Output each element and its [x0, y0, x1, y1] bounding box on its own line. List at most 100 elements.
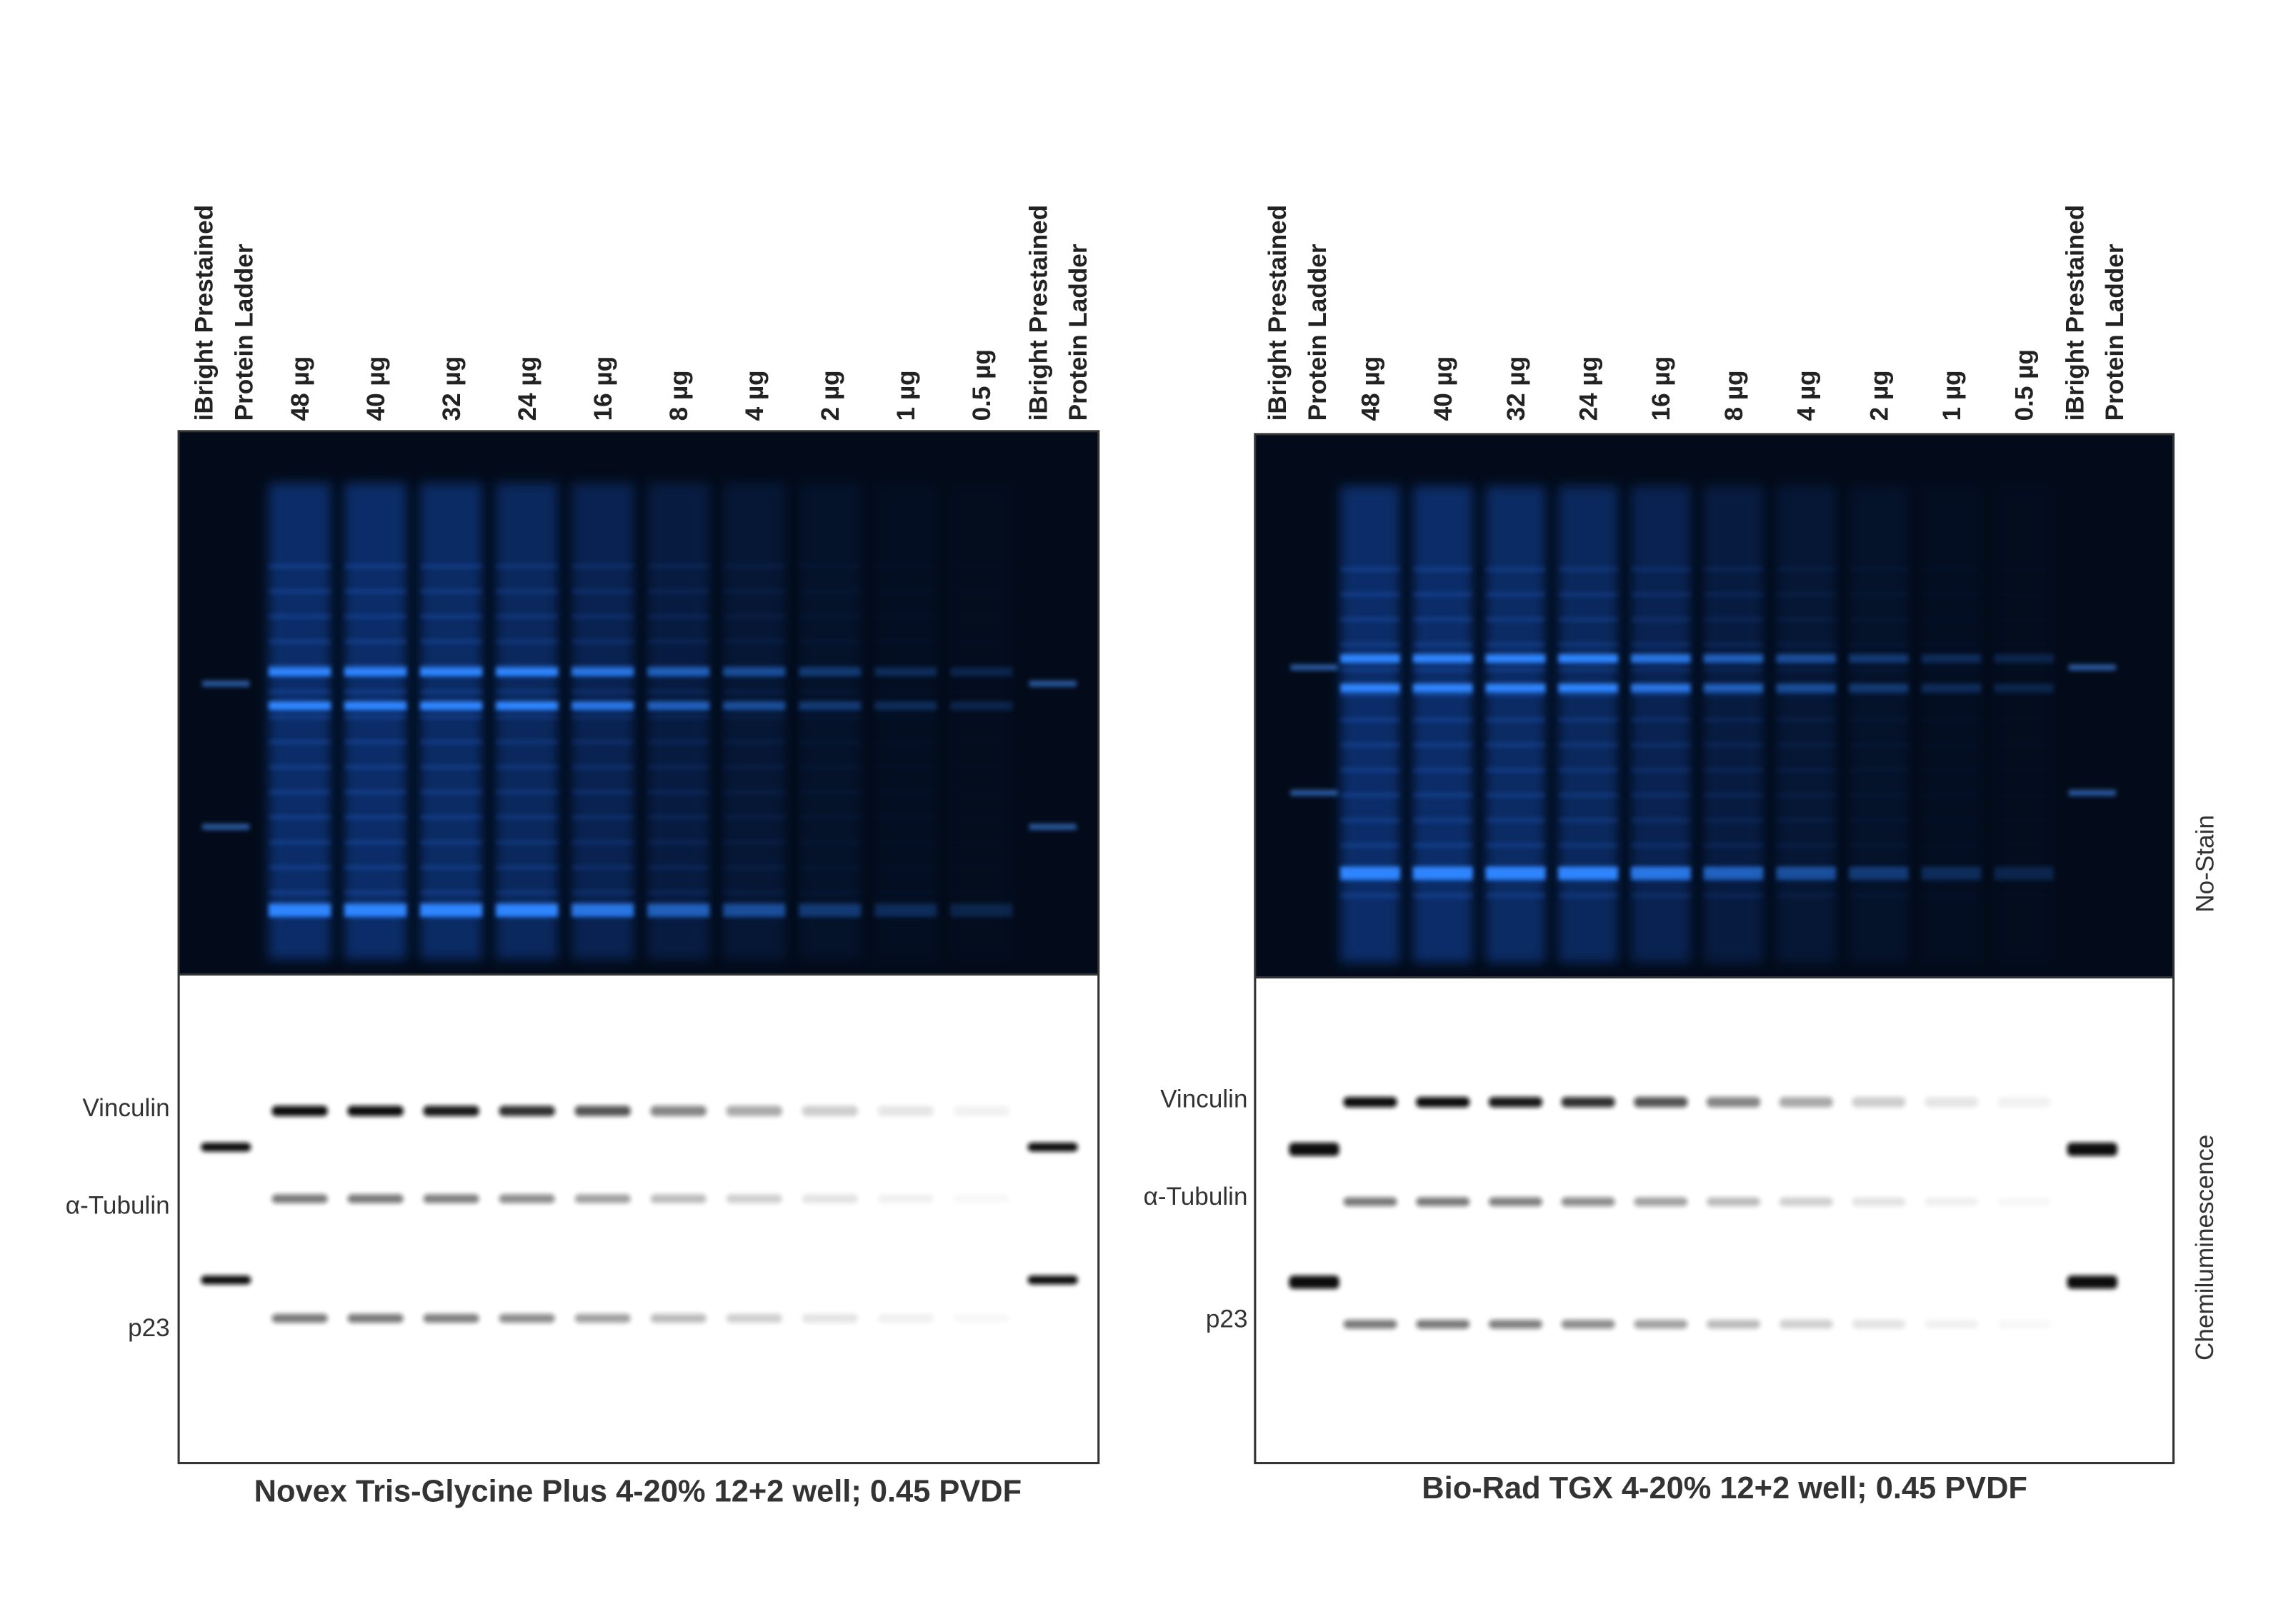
- faint-band: [1995, 818, 2054, 822]
- blue-band: [1921, 866, 1982, 881]
- faint-band: [647, 764, 710, 770]
- faint-band: [344, 563, 407, 569]
- faint-band: [1413, 667, 1473, 672]
- blue-band: [1776, 683, 1836, 693]
- blue-band: [1849, 653, 1909, 663]
- chemi-band: [1852, 1320, 1906, 1329]
- chemi-band: [499, 1106, 555, 1116]
- chemi-band: [347, 1313, 404, 1323]
- faint-band: [344, 614, 407, 619]
- ladder-label: iBright Prestained: [2061, 205, 2089, 421]
- blue-band: [1413, 866, 1473, 881]
- ladder-label: Protein Ladder: [1064, 244, 1092, 421]
- faint-band: [874, 865, 937, 869]
- ladder-label: Protein Ladder: [2101, 244, 2129, 421]
- faint-band: [1413, 717, 1473, 722]
- lane-smear: [1485, 486, 1546, 963]
- blue-band: [344, 701, 407, 711]
- faint-band: [723, 840, 786, 845]
- faint-band: [1558, 742, 1618, 748]
- faint-band: [1631, 742, 1691, 748]
- faint-band: [1776, 566, 1836, 572]
- lane-label: 48 µg: [286, 356, 314, 421]
- faint-band: [1413, 742, 1473, 748]
- chemi-band: [574, 1106, 631, 1116]
- lane-smear: [1776, 486, 1836, 963]
- ladder-label: Protein Ladder: [1304, 244, 1332, 421]
- faint-band: [1558, 893, 1618, 898]
- no-stain-gel: [179, 431, 1099, 975]
- lane-smear: [1703, 486, 1764, 963]
- faint-band: [799, 790, 862, 795]
- faint-band: [723, 714, 786, 719]
- chemi-band: [877, 1106, 934, 1116]
- lane-smear: [1558, 486, 1618, 963]
- faint-band: [269, 588, 331, 594]
- blue-band: [1776, 653, 1836, 663]
- lane-smear: [950, 483, 1012, 960]
- faint-band: [874, 840, 937, 844]
- faint-band: [1558, 566, 1618, 572]
- lane-smear: [1921, 486, 1982, 963]
- faint-band: [1485, 667, 1546, 672]
- faint-band: [647, 563, 710, 569]
- faint-band: [344, 739, 407, 744]
- faint-band: [1995, 768, 2054, 772]
- faint-band: [571, 764, 634, 770]
- faint-band: [1776, 843, 1836, 848]
- faint-band: [1995, 718, 2054, 722]
- chemi-band: [1416, 1320, 1470, 1329]
- faint-band: [950, 765, 1012, 769]
- chemi-band: [1634, 1096, 1688, 1108]
- faint-band: [420, 689, 483, 694]
- faint-band: [799, 639, 862, 644]
- faint-band: [723, 614, 786, 619]
- faint-band: [1703, 692, 1764, 697]
- faint-band: [571, 790, 634, 795]
- faint-band: [496, 865, 559, 870]
- gel-frame: [1254, 433, 2175, 1465]
- faint-band: [496, 689, 559, 694]
- lane-smear: [1340, 486, 1400, 963]
- ladder-chemi-band: [1289, 1275, 1339, 1289]
- faint-band: [1922, 592, 1981, 596]
- faint-band: [496, 739, 559, 744]
- faint-band: [1995, 592, 2054, 596]
- faint-band: [1413, 768, 1473, 773]
- faint-band: [1703, 818, 1764, 823]
- ladder-label: iBright Prestained: [191, 205, 219, 421]
- faint-band: [874, 891, 937, 895]
- blue-band: [950, 667, 1013, 676]
- blue-band: [647, 903, 710, 917]
- ladder-chemi-band: [2067, 1275, 2117, 1289]
- faint-band: [1995, 668, 2054, 672]
- faint-band: [723, 890, 786, 895]
- faint-band: [799, 664, 862, 669]
- faint-band: [950, 740, 1012, 744]
- blue-band: [1703, 683, 1764, 693]
- blue-band: [420, 903, 483, 917]
- faint-band: [1995, 893, 2054, 898]
- faint-band: [950, 715, 1012, 719]
- faint-band: [496, 890, 559, 895]
- faint-band: [1631, 818, 1691, 823]
- faint-band: [647, 639, 710, 644]
- chemi-band: [802, 1106, 858, 1116]
- faint-band: [1631, 843, 1691, 848]
- faint-band: [1776, 893, 1836, 898]
- faint-band: [269, 639, 331, 644]
- chemi-band: [1488, 1197, 1542, 1206]
- faint-band: [420, 664, 483, 669]
- faint-band: [1922, 642, 1981, 646]
- chemi-band: [1997, 1096, 2051, 1108]
- faint-band: [1776, 793, 1836, 798]
- faint-band: [950, 790, 1012, 794]
- ladder-chemi-band: [1027, 1275, 1078, 1285]
- faint-band: [874, 790, 937, 794]
- faint-band: [420, 764, 483, 770]
- lane-label: 32 µg: [438, 356, 466, 421]
- faint-band: [723, 588, 786, 594]
- lane-label: 48 µg: [1357, 356, 1384, 421]
- faint-band: [496, 563, 559, 569]
